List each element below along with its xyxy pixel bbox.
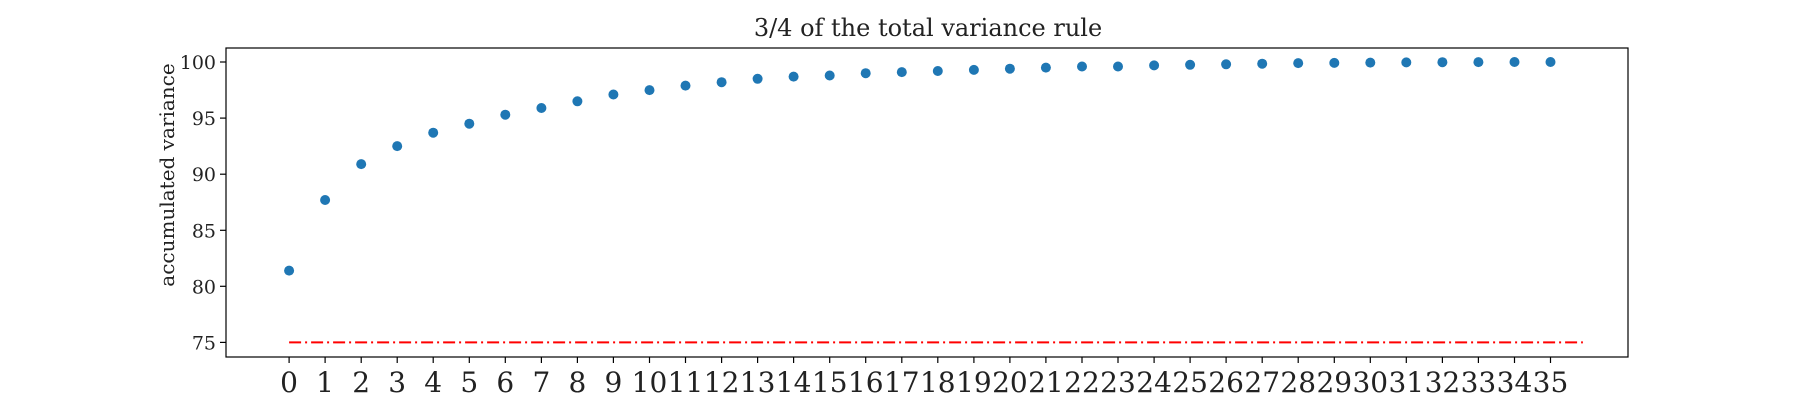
x-tick-label: 24: [1136, 366, 1172, 399]
x-tick-label: 15: [812, 366, 848, 399]
x-tick-label: 7: [532, 366, 550, 399]
data-point: [536, 103, 547, 113]
data-point: [1221, 59, 1232, 70]
x-tick-label: 25: [1172, 366, 1208, 399]
data-point: [1040, 62, 1051, 73]
x-tick-label: 10: [632, 366, 668, 399]
x-tick-label: 9: [604, 366, 622, 399]
data-point: [1329, 57, 1340, 68]
x-tick-label: 17: [884, 366, 920, 399]
data-point: [1149, 60, 1160, 71]
y-tick-label: 100: [180, 52, 216, 74]
data-point: [284, 265, 295, 276]
y-tick-label: 95: [192, 108, 216, 130]
x-tick-label: 18: [920, 366, 956, 399]
data-point: [1293, 58, 1304, 69]
data-point: [572, 96, 583, 107]
x-tick-label: 29: [1316, 366, 1352, 399]
data-point: [1185, 59, 1196, 70]
y-tick-label: 90: [192, 164, 216, 186]
data-point: [1545, 57, 1556, 67]
plot-frame: [225, 47, 1629, 358]
x-tick-label: 12: [704, 366, 740, 399]
x-tick-label: 21: [1028, 366, 1064, 399]
x-tick-label: 3: [388, 366, 406, 399]
x-tick-label: 35: [1533, 366, 1569, 399]
y-axis-label: accumulated variance: [155, 63, 179, 286]
x-tick-label: 14: [776, 366, 812, 399]
data-point: [428, 127, 439, 138]
data-point: [824, 70, 835, 81]
x-tick-label: 4: [424, 366, 442, 399]
data-point: [1365, 57, 1376, 68]
data-point: [1077, 61, 1087, 72]
x-tick-label: 33: [1461, 366, 1497, 399]
data-point: [896, 67, 907, 78]
x-tick-label: 31: [1388, 366, 1424, 399]
x-tick-label: 30: [1352, 366, 1388, 399]
x-tick-label: 11: [668, 366, 704, 399]
x-tick-label: 27: [1244, 366, 1280, 399]
data-point: [1509, 57, 1520, 67]
data-point: [500, 109, 511, 120]
y-tick-label: 80: [192, 276, 216, 298]
y-axis: 75 80 85 90 95 100: [180, 52, 226, 354]
x-tick-label: 1: [316, 366, 334, 399]
y-tick-label: 85: [192, 220, 216, 242]
x-tick-label: 6: [496, 366, 514, 399]
plot-area: [284, 57, 1583, 344]
data-point: [464, 118, 475, 129]
data-point: [860, 68, 871, 79]
data-point: [356, 159, 367, 170]
data-point: [968, 64, 979, 75]
x-tick-label: 34: [1497, 366, 1533, 399]
x-tick-label: 16: [848, 366, 884, 399]
data-point: [1257, 58, 1268, 69]
x-tick-label: 8: [568, 366, 586, 399]
data-point: [680, 80, 691, 91]
x-axis: 0 1 2 3 4 5 6 7 8 9 10 11 12 13 14 15 16 17 18 19 20 21 22 23 24…: [280, 357, 1568, 399]
data-point: [1004, 63, 1015, 74]
data-point: [1401, 57, 1412, 68]
x-tick-label: 20: [992, 366, 1028, 399]
data-point: [608, 89, 619, 100]
x-tick-label: 0: [280, 366, 298, 399]
data-point: [644, 85, 655, 96]
data-point: [1113, 61, 1123, 72]
chart-title: 3/4 of the total variance rule: [754, 14, 1102, 42]
x-tick-label: 19: [956, 366, 992, 399]
data-point: [788, 71, 799, 82]
x-tick-label: 22: [1064, 366, 1100, 399]
y-tick-label: 75: [192, 332, 216, 354]
x-tick-label: 26: [1208, 366, 1244, 399]
data-point: [1437, 57, 1448, 68]
data-point: [932, 66, 943, 76]
x-tick-label: 28: [1280, 366, 1316, 399]
x-tick-label: 2: [352, 366, 370, 399]
data-point: [320, 195, 331, 205]
data-point: [392, 141, 403, 152]
data-point: [1473, 57, 1484, 68]
x-tick-label: 32: [1425, 366, 1461, 399]
x-tick-label: 23: [1100, 366, 1136, 399]
data-point: [752, 73, 763, 84]
x-tick-label: 13: [740, 366, 776, 399]
x-tick-label: 5: [460, 366, 478, 399]
data-point: [716, 77, 727, 88]
